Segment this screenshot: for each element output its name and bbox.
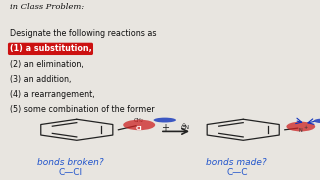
Text: in Class Problem:: in Class Problem:: [10, 3, 84, 11]
Text: CH₂: CH₂: [134, 118, 144, 123]
Text: N: N: [299, 128, 303, 133]
Text: CN: CN: [181, 125, 190, 130]
Text: C—Cl: C—Cl: [58, 168, 83, 177]
Text: bonds made?: bonds made?: [206, 158, 267, 167]
Text: ⊖: ⊖: [182, 123, 186, 128]
Text: C—C: C—C: [226, 168, 248, 177]
Ellipse shape: [123, 120, 155, 130]
Text: (4) a rearrangement,: (4) a rearrangement,: [10, 90, 94, 99]
Text: (1) a substitution,: (1) a substitution,: [10, 44, 91, 53]
Ellipse shape: [286, 122, 315, 131]
Text: Cl: Cl: [136, 126, 142, 131]
Ellipse shape: [314, 118, 320, 123]
Ellipse shape: [154, 118, 176, 123]
Text: (3) an addition,: (3) an addition,: [10, 75, 71, 84]
Text: +: +: [304, 125, 308, 130]
Text: Designate the following reactions as: Designate the following reactions as: [10, 29, 156, 38]
Text: bonds broken?: bonds broken?: [37, 158, 104, 167]
Text: (2) an elimination,: (2) an elimination,: [10, 60, 83, 69]
Text: +: +: [161, 123, 169, 133]
Text: (5) some combination of the former: (5) some combination of the former: [10, 105, 154, 114]
